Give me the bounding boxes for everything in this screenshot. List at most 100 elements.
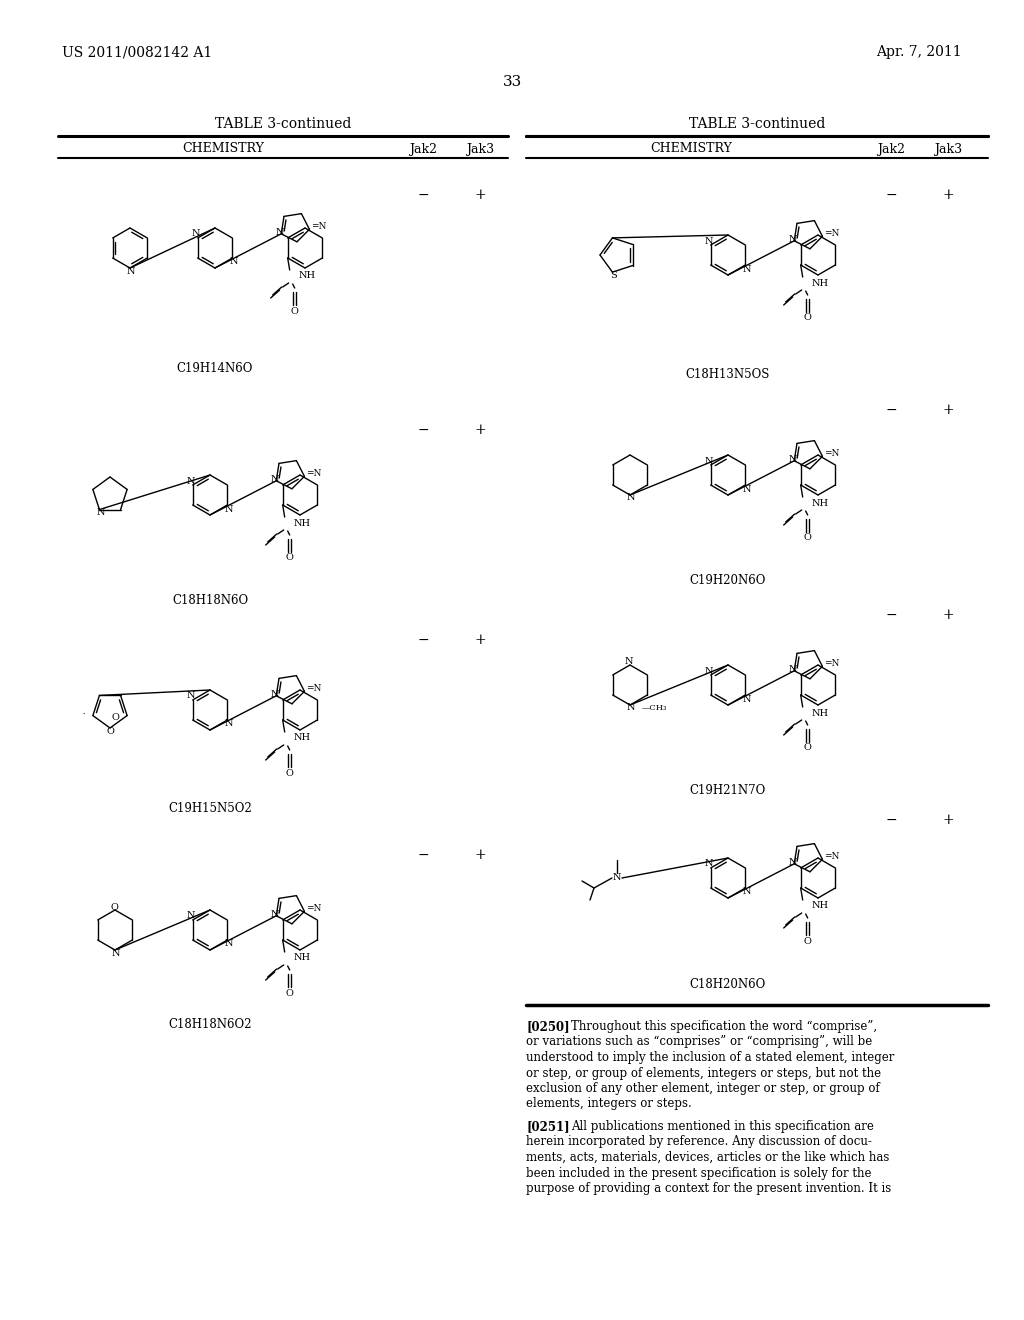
Text: C18H18N6O2: C18H18N6O2 bbox=[168, 1019, 252, 1031]
Text: CHEMISTRY: CHEMISTRY bbox=[650, 143, 732, 156]
Text: N: N bbox=[230, 257, 239, 267]
Text: N: N bbox=[627, 494, 635, 503]
Text: O: O bbox=[804, 533, 812, 543]
Text: N: N bbox=[627, 704, 635, 713]
Text: =N: =N bbox=[824, 228, 840, 238]
Text: N: N bbox=[625, 657, 633, 667]
Text: O: O bbox=[286, 989, 294, 998]
Text: [0250]: [0250] bbox=[526, 1020, 569, 1034]
Text: O: O bbox=[804, 314, 812, 322]
Text: C19H14N6O: C19H14N6O bbox=[177, 362, 253, 375]
Text: +: + bbox=[474, 847, 485, 862]
Text: N: N bbox=[705, 457, 713, 466]
Text: NH: NH bbox=[812, 902, 828, 911]
Text: N: N bbox=[705, 859, 713, 869]
Text: CHEMISTRY: CHEMISTRY bbox=[182, 143, 264, 156]
Text: understood to imply the inclusion of a stated element, integer: understood to imply the inclusion of a s… bbox=[526, 1051, 894, 1064]
Text: elements, integers or steps.: elements, integers or steps. bbox=[526, 1097, 692, 1110]
Text: −: − bbox=[417, 422, 429, 437]
Text: N: N bbox=[705, 667, 713, 676]
Text: N: N bbox=[127, 267, 135, 276]
Text: 33: 33 bbox=[503, 75, 521, 88]
Text: +: + bbox=[942, 187, 953, 202]
Text: O: O bbox=[286, 553, 294, 562]
Text: Jak2: Jak2 bbox=[877, 143, 905, 156]
Text: N: N bbox=[743, 264, 752, 273]
Text: =N: =N bbox=[824, 449, 840, 458]
Text: NH: NH bbox=[299, 272, 315, 281]
Text: exclusion of any other element, integer or step, or group of: exclusion of any other element, integer … bbox=[526, 1082, 880, 1096]
Text: −: − bbox=[417, 634, 429, 647]
Text: −: − bbox=[417, 187, 429, 202]
Text: N: N bbox=[191, 230, 200, 239]
Text: C19H15N5O2: C19H15N5O2 bbox=[168, 801, 252, 814]
Text: purpose of providing a context for the present invention. It is: purpose of providing a context for the p… bbox=[526, 1181, 891, 1195]
Text: =N: =N bbox=[311, 222, 327, 231]
Text: TABLE 3-continued: TABLE 3-continued bbox=[215, 117, 351, 131]
Text: N: N bbox=[788, 235, 798, 244]
Text: C18H18N6O: C18H18N6O bbox=[172, 594, 248, 606]
Text: or step, or group of elements, integers or steps, but not the: or step, or group of elements, integers … bbox=[526, 1067, 881, 1080]
Text: N: N bbox=[743, 694, 752, 704]
Text: N: N bbox=[96, 508, 104, 517]
Text: C18H20N6O: C18H20N6O bbox=[690, 978, 766, 991]
Text: N: N bbox=[705, 236, 713, 246]
Text: —CH₃: —CH₃ bbox=[642, 704, 668, 711]
Text: =N: =N bbox=[306, 684, 322, 693]
Text: All publications mentioned in this specification are: All publications mentioned in this speci… bbox=[571, 1119, 873, 1133]
Text: O: O bbox=[804, 743, 812, 752]
Text: TABLE 3-continued: TABLE 3-continued bbox=[689, 117, 825, 131]
Text: Jak3: Jak3 bbox=[466, 143, 494, 156]
Text: O: O bbox=[804, 936, 812, 945]
Text: NH: NH bbox=[294, 953, 311, 962]
Text: N: N bbox=[225, 719, 233, 729]
Text: N: N bbox=[788, 455, 798, 465]
Text: O: O bbox=[106, 726, 114, 735]
Text: NH: NH bbox=[812, 279, 828, 288]
Text: NH: NH bbox=[812, 499, 828, 507]
Text: or variations such as “comprises” or “comprising”, will be: or variations such as “comprises” or “co… bbox=[526, 1035, 872, 1048]
Text: +: + bbox=[474, 422, 485, 437]
Text: N: N bbox=[788, 858, 798, 867]
Text: N: N bbox=[276, 228, 285, 238]
Text: S: S bbox=[610, 271, 616, 280]
Text: NH: NH bbox=[294, 734, 311, 742]
Text: C19H21N7O: C19H21N7O bbox=[690, 784, 766, 796]
Text: =N: =N bbox=[824, 851, 840, 861]
Text: N: N bbox=[186, 692, 195, 701]
Text: N: N bbox=[112, 949, 120, 957]
Text: O: O bbox=[112, 713, 119, 722]
Text: [0251]: [0251] bbox=[526, 1119, 569, 1133]
Text: N: N bbox=[186, 477, 195, 486]
Text: O: O bbox=[286, 768, 294, 777]
Text: N: N bbox=[271, 911, 280, 919]
Text: O: O bbox=[110, 903, 118, 912]
Text: •: • bbox=[83, 711, 85, 715]
Text: N: N bbox=[271, 475, 280, 484]
Text: +: + bbox=[942, 609, 953, 622]
Text: been included in the present specification is solely for the: been included in the present specificati… bbox=[526, 1167, 871, 1180]
Text: Jak3: Jak3 bbox=[934, 143, 963, 156]
Text: NH: NH bbox=[812, 709, 828, 718]
Text: +: + bbox=[942, 403, 953, 417]
Text: −: − bbox=[417, 847, 429, 862]
Text: C19H20N6O: C19H20N6O bbox=[690, 573, 766, 586]
Text: N: N bbox=[271, 690, 280, 700]
Text: =N: =N bbox=[824, 659, 840, 668]
Text: +: + bbox=[474, 634, 485, 647]
Text: −: − bbox=[885, 813, 897, 828]
Text: =N: =N bbox=[306, 904, 322, 913]
Text: ments, acts, materials, devices, articles or the like which has: ments, acts, materials, devices, article… bbox=[526, 1151, 890, 1164]
Text: =N: =N bbox=[306, 469, 322, 478]
Text: −: − bbox=[885, 403, 897, 417]
Text: Jak2: Jak2 bbox=[409, 143, 437, 156]
Text: −: − bbox=[885, 609, 897, 622]
Text: +: + bbox=[474, 187, 485, 202]
Text: herein incorporated by reference. Any discussion of docu-: herein incorporated by reference. Any di… bbox=[526, 1135, 871, 1148]
Text: N: N bbox=[743, 484, 752, 494]
Text: −: − bbox=[885, 187, 897, 202]
Text: Apr. 7, 2011: Apr. 7, 2011 bbox=[877, 45, 962, 59]
Text: Throughout this specification the word “comprise”,: Throughout this specification the word “… bbox=[571, 1020, 878, 1034]
Text: N: N bbox=[225, 504, 233, 513]
Text: N: N bbox=[186, 912, 195, 920]
